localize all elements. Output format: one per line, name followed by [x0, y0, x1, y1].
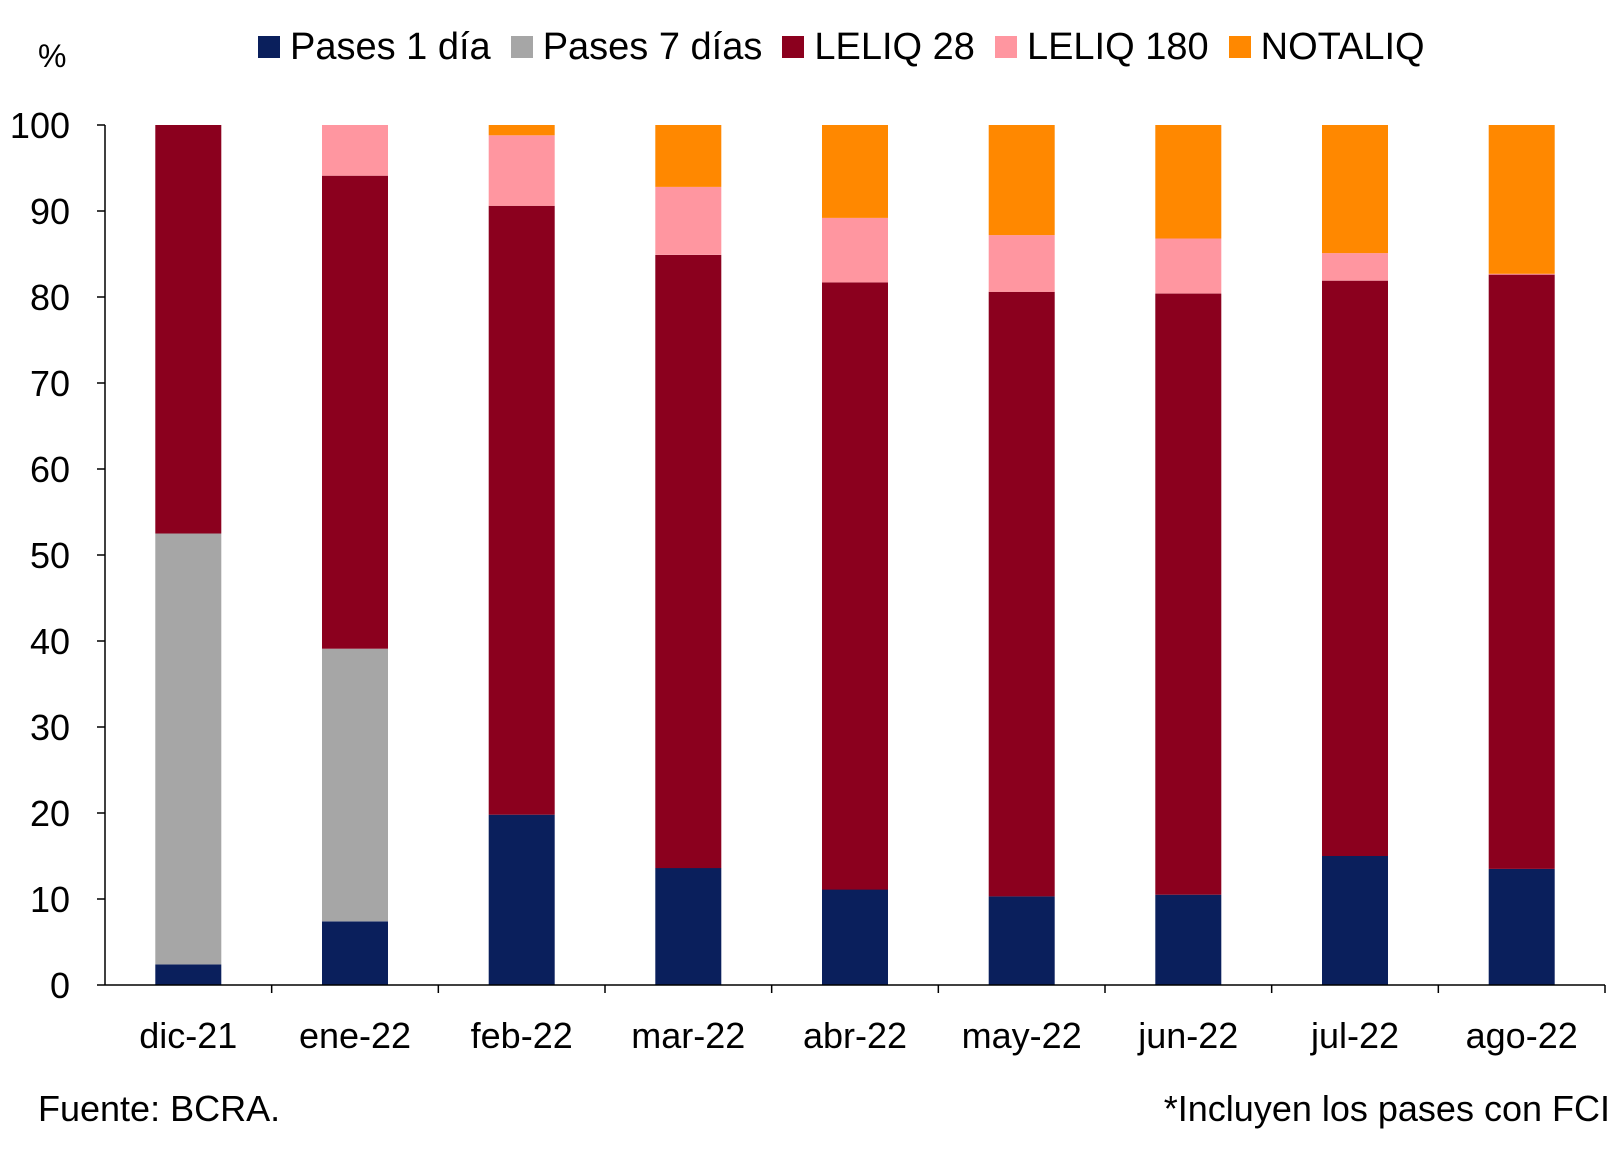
bar-segment — [322, 921, 388, 985]
bar-segment — [1488, 125, 1555, 274]
y-tick-label: 100 — [10, 105, 70, 146]
footnote: *Incluyen los pases con FCI — [1163, 1088, 1610, 1129]
bar-segment — [1155, 293, 1222, 895]
x-tick-label: ene-22 — [299, 1015, 411, 1056]
bar-segment — [1322, 125, 1388, 254]
y-tick-label: 20 — [30, 793, 70, 834]
bar-segment — [1155, 125, 1222, 239]
y-axis-unit-label: % — [38, 38, 67, 74]
y-tick-label: 30 — [30, 707, 70, 748]
bar-segment — [1488, 274, 1555, 869]
legend-item: LELIQ 28 — [782, 26, 975, 69]
legend-item: NOTALIQ — [1228, 25, 1425, 69]
bar-segment — [655, 125, 722, 187]
bar-segment — [1155, 894, 1222, 985]
bar-segment — [1488, 273, 1555, 275]
x-tick-label: may-22 — [962, 1015, 1082, 1056]
y-tick-label: 10 — [30, 879, 70, 920]
bar-segment — [822, 217, 888, 283]
legend-swatch — [994, 36, 1017, 58]
bar-segment — [155, 125, 222, 534]
bar-segment — [988, 235, 1055, 292]
bar-segment — [988, 291, 1055, 897]
legend-item: Pases 1 día — [258, 26, 491, 69]
x-tick-label: feb-22 — [471, 1015, 573, 1056]
legend-item: LELIQ 180 — [994, 25, 1209, 69]
bar-segment — [322, 175, 388, 649]
y-tick-label: 90 — [30, 191, 70, 232]
bar-segment — [488, 814, 555, 985]
bar-segment — [988, 125, 1055, 236]
bar-segment — [155, 533, 222, 965]
legend-label: Pases 1 día — [290, 25, 491, 68]
y-tick-label: 60 — [30, 449, 70, 490]
bar-segment — [488, 205, 555, 815]
legend-label: NOTALIQ — [1260, 25, 1425, 68]
y-tick-label: 50 — [30, 535, 70, 576]
x-tick-label: abr-22 — [803, 1015, 907, 1056]
y-tick-label: 40 — [30, 621, 70, 662]
bar-segment — [655, 186, 722, 255]
x-tick-label: dic-21 — [139, 1015, 237, 1056]
bar-segment — [822, 125, 888, 218]
bar-segment — [322, 648, 388, 922]
legend-swatch — [510, 36, 533, 58]
legend-label: Pases 7 días — [542, 25, 763, 68]
bar-segment — [988, 896, 1055, 985]
legend-label: LELIQ 28 — [814, 25, 975, 68]
bar-segment — [655, 254, 722, 869]
bar-segment — [155, 964, 222, 985]
y-tick-label: 80 — [30, 277, 70, 318]
y-tick-label: 0 — [50, 965, 70, 1006]
x-tick-label: jun-22 — [1137, 1015, 1238, 1056]
x-tick-label: ago-22 — [1466, 1015, 1578, 1056]
bar-segment — [1322, 856, 1388, 985]
bar-segment — [822, 282, 888, 890]
legend-swatch — [258, 36, 280, 58]
bar-segment — [1488, 868, 1555, 985]
legend-swatch — [1228, 36, 1251, 58]
bar-segment — [488, 135, 555, 206]
bar-segment — [322, 125, 388, 176]
bar-segment — [1155, 238, 1222, 294]
chart-legend: Pases 1 día Pases 7 días LELIQ 28 LELIQ 180… — [258, 22, 1425, 72]
source-note: Fuente: BCRA. — [38, 1088, 281, 1129]
bar-segment — [488, 125, 555, 136]
x-tick-label: mar-22 — [631, 1015, 745, 1056]
x-tick-label: jul-22 — [1310, 1015, 1399, 1056]
y-tick-label: 70 — [30, 363, 70, 404]
bar-segment — [822, 889, 888, 985]
bar-segment — [1322, 253, 1388, 281]
bar-segment — [1322, 280, 1388, 856]
legend-label: LELIQ 180 — [1026, 25, 1209, 68]
legend-swatch — [782, 36, 805, 58]
bar-segment — [655, 868, 722, 985]
legend-item: Pases 7 días — [510, 25, 763, 69]
